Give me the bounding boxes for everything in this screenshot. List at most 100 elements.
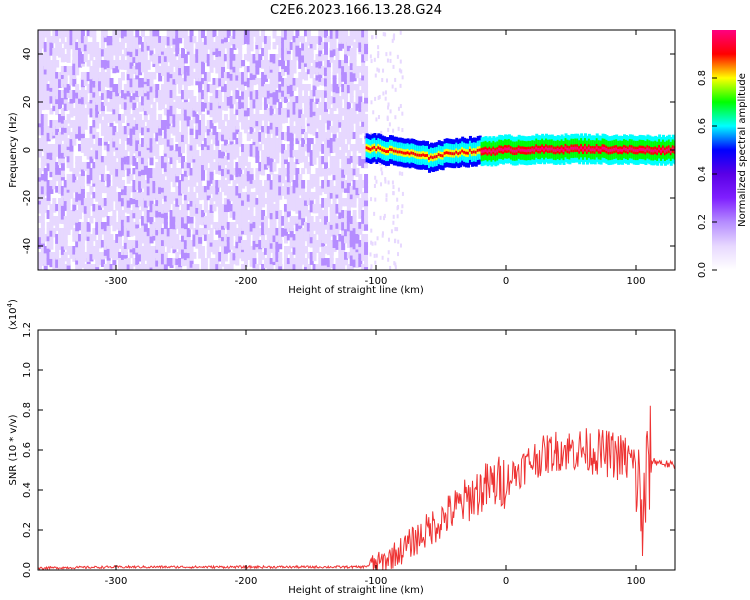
heatmap-cell bbox=[78, 144, 83, 152]
heatmap-cell bbox=[364, 102, 369, 112]
heatmap-cell bbox=[123, 246, 128, 256]
heatmap-cell bbox=[258, 246, 263, 255]
heatmap-cell bbox=[266, 36, 271, 46]
heatmap-cell bbox=[298, 258, 303, 266]
heatmap-cell bbox=[401, 75, 404, 80]
heatmap-cell bbox=[355, 36, 360, 46]
heatmap-cell bbox=[338, 192, 343, 201]
heatmap-cell bbox=[272, 246, 277, 256]
heatmap-cell bbox=[160, 36, 165, 46]
heatmap-cell bbox=[160, 228, 165, 235]
heatmap-cell bbox=[115, 60, 120, 67]
heatmap-cell bbox=[189, 198, 194, 207]
heatmap-cell bbox=[195, 186, 200, 193]
heatmap-cell bbox=[286, 150, 291, 158]
heatmap-cell bbox=[379, 215, 382, 220]
heatmap-cell bbox=[238, 192, 243, 199]
heatmap-cell bbox=[109, 192, 114, 201]
heatmap-cell bbox=[123, 156, 128, 165]
heatmap-cell bbox=[338, 102, 343, 112]
heatmap-cell bbox=[212, 240, 217, 247]
heatmap-cell bbox=[361, 60, 366, 67]
heatmap-cell bbox=[123, 132, 128, 142]
heatmap-cell bbox=[86, 48, 91, 55]
heatmap-cell bbox=[621, 148, 625, 152]
heatmap-cell bbox=[318, 222, 323, 232]
heatmap-cell bbox=[261, 72, 266, 79]
heatmap-cell bbox=[398, 171, 401, 176]
heatmap-cell bbox=[143, 114, 148, 122]
heatmap-cell bbox=[75, 228, 80, 237]
heatmap-cell bbox=[198, 84, 203, 93]
heatmap-cell bbox=[315, 228, 320, 235]
heatmap-cell bbox=[218, 198, 223, 208]
heatmap-cell bbox=[266, 252, 271, 261]
heatmap-cell bbox=[249, 180, 254, 189]
heatmap-cell bbox=[292, 258, 297, 265]
heatmap-cell bbox=[232, 150, 237, 160]
heatmap-cell bbox=[312, 234, 317, 243]
heatmap-cell bbox=[98, 180, 103, 187]
heatmap-cell bbox=[160, 84, 165, 92]
heatmap-cell bbox=[355, 132, 360, 140]
heatmap-cell bbox=[146, 186, 151, 196]
heatmap-cell bbox=[169, 174, 174, 182]
heatmap-cell bbox=[385, 78, 388, 83]
heatmap-cell bbox=[163, 240, 168, 247]
heatmap-cell bbox=[43, 42, 48, 52]
heatmap-cell bbox=[158, 72, 163, 82]
heatmap-cell bbox=[506, 147, 509, 151]
heatmap-cell bbox=[198, 54, 203, 61]
heatmap-cell bbox=[172, 246, 177, 254]
heatmap-cell bbox=[275, 240, 280, 250]
heatmap-cell bbox=[278, 258, 283, 267]
heatmap-cell bbox=[349, 48, 354, 57]
heatmap-cell bbox=[266, 186, 271, 195]
heatmap-cell bbox=[324, 162, 328, 169]
heatmap-cell bbox=[355, 120, 360, 130]
heatmap-cell bbox=[221, 30, 226, 40]
heatmap-cell bbox=[129, 264, 134, 270]
heatmap-cell bbox=[272, 30, 277, 39]
heatmap-cell bbox=[361, 66, 366, 76]
heatmap-cell bbox=[324, 48, 328, 55]
heatmap-cell bbox=[223, 234, 228, 243]
heatmap-cell bbox=[241, 198, 246, 206]
heatmap-cell bbox=[92, 72, 97, 81]
heatmap-cell bbox=[281, 132, 286, 140]
heatmap-cell bbox=[123, 126, 128, 135]
heatmap-cell bbox=[143, 60, 148, 67]
heatmap-cell bbox=[75, 108, 80, 115]
heatmap-cell bbox=[63, 84, 68, 93]
heatmap-cell bbox=[306, 36, 311, 46]
heatmap-cell bbox=[189, 216, 194, 224]
heatmap-cell bbox=[106, 246, 111, 253]
colorbar-tick-label: 0.0 bbox=[697, 262, 708, 278]
heatmap-cell bbox=[361, 30, 366, 38]
heatmap-cell bbox=[278, 252, 283, 261]
heatmap-cell bbox=[63, 150, 68, 158]
heatmap-cell bbox=[387, 257, 390, 262]
heatmap-cell bbox=[329, 42, 334, 51]
heatmap-cell bbox=[318, 210, 323, 219]
heatmap-cell bbox=[255, 102, 260, 110]
heatmap-cell bbox=[60, 90, 65, 98]
heatmap-cell bbox=[63, 198, 68, 207]
heatmap-cell bbox=[269, 246, 274, 253]
heatmap-cell bbox=[241, 102, 246, 109]
heatmap-cell bbox=[252, 30, 257, 37]
heatmap-cell bbox=[292, 102, 297, 110]
heatmap-cell bbox=[312, 108, 317, 116]
heatmap-cell bbox=[189, 60, 194, 67]
heatmap-cell bbox=[346, 264, 351, 270]
heatmap-cell bbox=[55, 252, 60, 260]
heatmap-cell bbox=[52, 198, 57, 205]
heatmap-cell bbox=[192, 102, 197, 111]
heatmap-cell bbox=[46, 102, 51, 110]
heatmap-cell bbox=[183, 54, 188, 64]
heatmap-cell bbox=[292, 84, 297, 91]
heatmap-cell bbox=[146, 198, 151, 207]
heatmap-cell bbox=[212, 30, 217, 38]
heatmap-cell bbox=[126, 168, 131, 177]
heatmap-cell bbox=[120, 186, 125, 196]
